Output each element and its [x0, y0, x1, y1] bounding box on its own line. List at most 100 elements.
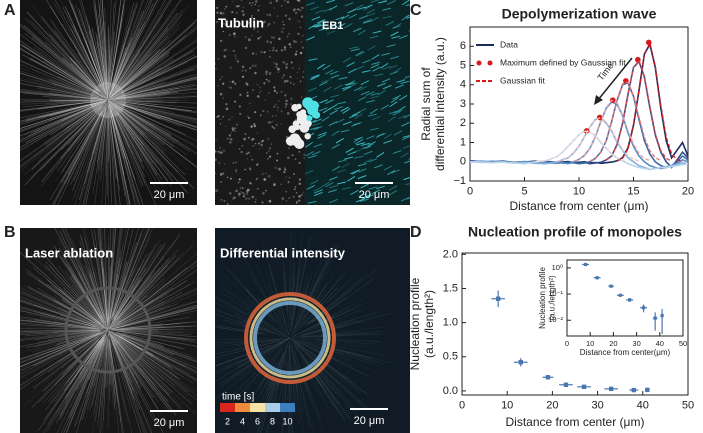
texture [116, 102, 197, 131]
texture [215, 150, 217, 153]
texture [110, 108, 142, 188]
texture [122, 107, 172, 136]
texture [267, 111, 269, 113]
texture [69, 0, 106, 92]
texture [119, 103, 197, 131]
texture [365, 100, 375, 103]
texture [314, 341, 347, 347]
texture [112, 115, 139, 203]
texture [113, 337, 145, 374]
texture [79, 0, 108, 99]
texture [20, 251, 102, 325]
texture [107, 338, 111, 402]
texture [389, 101, 398, 108]
texture [99, 341, 107, 398]
texture [112, 274, 126, 317]
texture [283, 46, 287, 49]
y-tick-label: 6 [460, 40, 466, 52]
texture [20, 107, 99, 169]
texture [111, 115, 136, 205]
texture [110, 105, 146, 178]
texture [215, 313, 287, 338]
texture [290, 338, 357, 384]
texture [110, 336, 140, 395]
texture [84, 228, 109, 330]
texture [367, 45, 376, 51]
texture [72, 24, 102, 87]
texture [113, 247, 164, 322]
texture [111, 27, 130, 89]
texture [109, 0, 150, 96]
texture [376, 185, 386, 190]
texture [284, 106, 287, 108]
texture [20, 335, 99, 387]
texture [382, 15, 392, 19]
texture [81, 253, 107, 324]
texture [108, 264, 168, 330]
texture [23, 329, 98, 332]
x-axis-label: Distance from center(μm) [580, 348, 671, 357]
texture [59, 231, 106, 324]
texture [64, 104, 102, 134]
texture [108, 103, 124, 151]
texture [123, 101, 197, 114]
texture [110, 99, 188, 101]
texture [113, 275, 151, 324]
texture [20, 100, 105, 131]
texture [246, 192, 249, 195]
texture [94, 46, 105, 85]
texture [20, 83, 105, 100]
texture [113, 33, 133, 84]
texture [108, 342, 116, 411]
texture [261, 201, 264, 204]
texture [77, 52, 104, 93]
texture [111, 118, 128, 205]
texture [283, 0, 287, 2]
texture [108, 322, 165, 331]
texture [43, 60, 103, 97]
micrograph-a-right [215, 0, 410, 205]
texture [229, 137, 233, 141]
y-axis-label: Nucleation profile [538, 267, 547, 329]
texture [124, 95, 161, 100]
texture [220, 199, 223, 201]
texture [37, 85, 103, 100]
texture [277, 67, 280, 71]
texture [388, 185, 398, 191]
texture [392, 150, 402, 154]
texture [114, 1, 167, 89]
texture [273, 61, 275, 64]
texture [286, 35, 289, 38]
texture [105, 228, 109, 318]
texture [228, 86, 230, 89]
texture [110, 262, 122, 319]
texture [240, 0, 243, 1]
texture [41, 114, 96, 183]
texture [109, 260, 197, 329]
texture [105, 271, 108, 320]
texture [290, 61, 293, 64]
texture [253, 123, 256, 126]
texture [20, 100, 90, 103]
texture [352, 27, 362, 33]
texture [282, 61, 285, 64]
texture [108, 50, 159, 100]
texture [100, 115, 107, 171]
texture [20, 63, 99, 97]
texture [20, 331, 105, 379]
texture [109, 14, 183, 98]
texture [115, 0, 158, 84]
texture [291, 346, 304, 413]
texture [265, 189, 267, 192]
texture [368, 186, 378, 190]
texture [310, 179, 319, 185]
texture [344, 2, 354, 7]
texture [109, 331, 168, 402]
texture [111, 339, 129, 380]
texture [109, 327, 164, 331]
texture [57, 335, 96, 356]
texture [349, 82, 358, 88]
texture [401, 14, 410, 21]
texture [215, 62, 217, 65]
texture [20, 91, 103, 100]
